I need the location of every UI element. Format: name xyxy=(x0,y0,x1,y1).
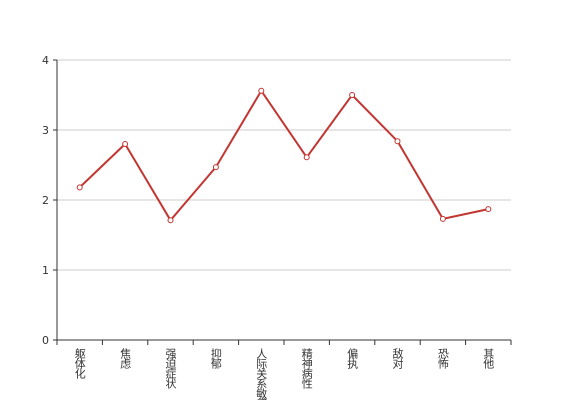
point xyxy=(167,217,174,224)
point xyxy=(258,87,265,94)
point xyxy=(212,164,219,171)
x-tick-label: 其他 xyxy=(482,348,495,369)
x-tick-label: 精神病性 xyxy=(300,348,313,390)
x-tick-label: 敌对 xyxy=(391,347,404,369)
x-tick-label: 抑郁 xyxy=(209,347,222,369)
x-tick-label: 强迫症状 xyxy=(164,348,177,389)
y-tick-label: 1 xyxy=(42,264,49,277)
x-tick-label: 焦虑 xyxy=(119,348,132,369)
x-tick-label: 人际关系敏感 xyxy=(255,348,268,400)
x-tick-label: 偏执 xyxy=(346,347,359,370)
point xyxy=(485,206,492,213)
y-tick-label: 0 xyxy=(42,334,49,347)
x-tick-label: 恐怖 xyxy=(436,348,449,369)
y-tick-label: 3 xyxy=(42,124,49,137)
y-tick-label: 4 xyxy=(42,54,49,67)
point xyxy=(439,215,446,222)
point xyxy=(76,184,83,191)
x-tick-label: 躯体化 xyxy=(73,348,86,380)
y-tick-label: 2 xyxy=(42,194,49,207)
point xyxy=(122,141,129,147)
point xyxy=(349,92,356,98)
line xyxy=(79,88,489,223)
point xyxy=(303,154,310,161)
point xyxy=(394,138,401,145)
